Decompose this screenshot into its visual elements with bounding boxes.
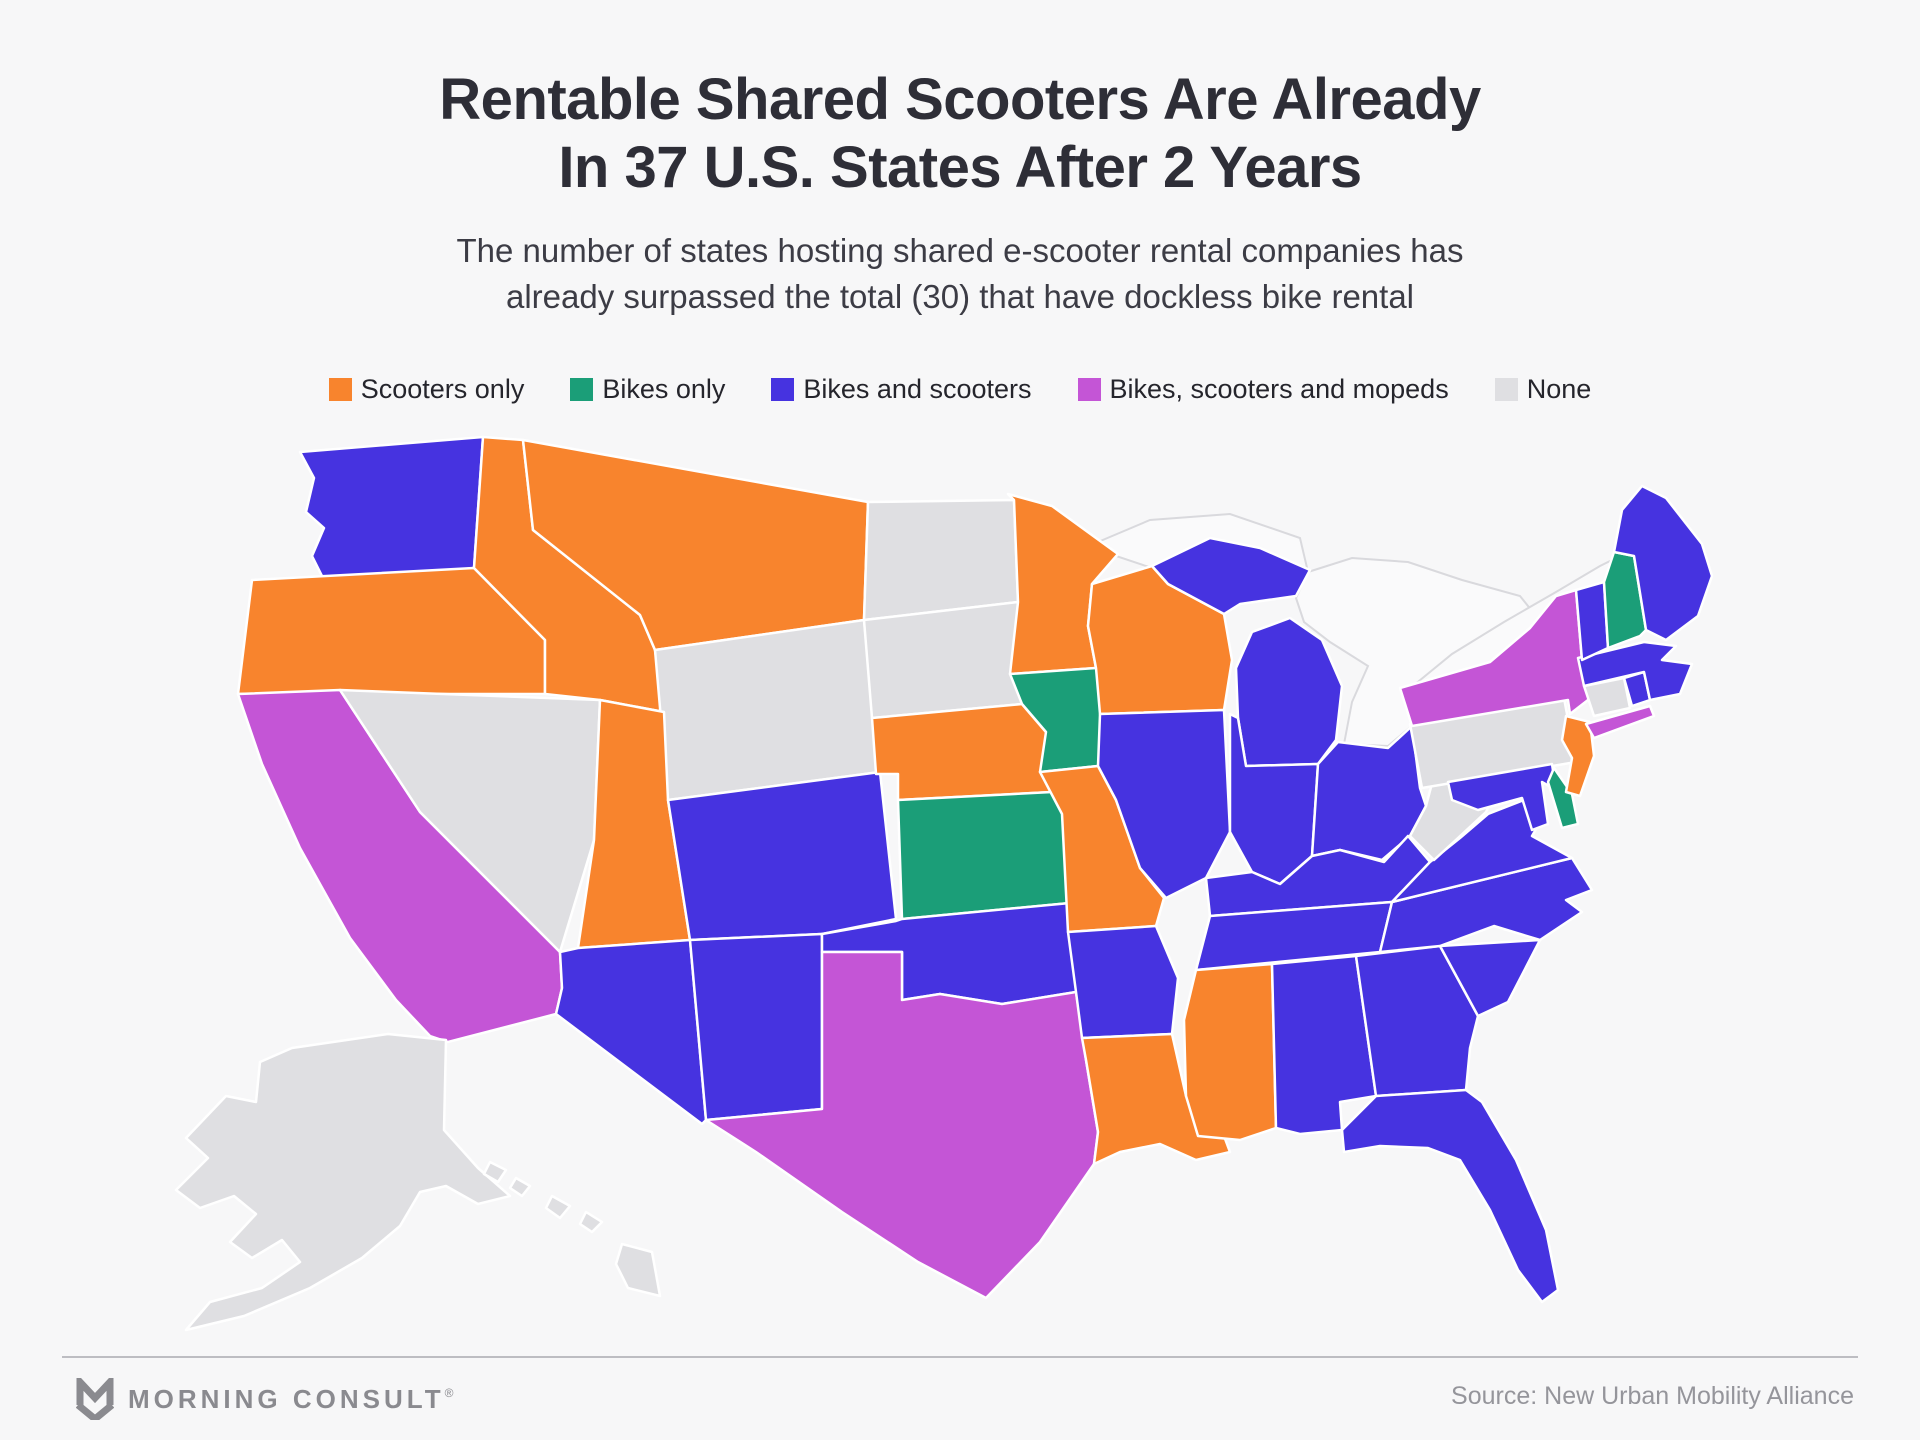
state-IL: Illinois	[1096, 708, 1232, 900]
state-AR: Arkansas	[1066, 924, 1180, 1040]
state-MI: Michigan	[1150, 536, 1312, 616]
state-ND: North Dakota	[862, 498, 1020, 622]
source-credit: Source: New Urban Mobility Alliance	[1451, 1382, 1854, 1410]
state-HI-part5: Hawaii	[614, 1242, 662, 1298]
legend-swatch-bikes_only	[570, 378, 594, 401]
morning-consult-logo-icon	[76, 1378, 114, 1420]
state-MA: Massachusetts	[1576, 640, 1694, 702]
legend-swatch-scooters_only	[328, 378, 352, 401]
states-layer: WashingtonOregonCaliforniaNevadaIdahoMon…	[174, 435, 1714, 1332]
legend: Scooters only Bikes only Bikes and scooter…	[0, 374, 1920, 405]
state-KS: Kansas	[896, 790, 1072, 921]
state-WY: Wyoming	[653, 618, 882, 802]
state-AZ: Arizona	[554, 938, 708, 1126]
state-HI-part4: Hawaii	[578, 1210, 604, 1234]
state-FL: Florida	[1340, 1088, 1560, 1304]
state-AK: Alaska	[174, 1032, 512, 1332]
state-HI-part3: Hawaii	[544, 1194, 572, 1220]
legend-item-bikes_scooters_mopeds: Bikes, scooters and mopeds	[1077, 374, 1449, 405]
legend-label-bikes_scooters_mopeds: Bikes, scooters and mopeds	[1109, 374, 1449, 404]
header: Rentable Shared Scooters Are Already In …	[0, 0, 1920, 320]
trademark-symbol: ®	[444, 1386, 454, 1400]
subtitle-line-1: The number of states hosting shared e-sc…	[456, 231, 1464, 269]
footer: MORNING CONSULT ® Source: New Urban Mobi…	[0, 1368, 1920, 1440]
state-NM: New Mexico	[688, 932, 824, 1122]
legend-swatch-none	[1494, 378, 1518, 401]
state-SC: South Carolina	[1438, 938, 1542, 1018]
legend-swatch-bikes_scooters	[771, 378, 795, 401]
title-line-1: Rentable Shared Scooters Are Already	[439, 67, 1481, 132]
legend-label-scooters_only: Scooters only	[360, 374, 525, 404]
state-LA: Louisiana	[1080, 1032, 1232, 1166]
state-HI: Hawaii	[482, 1160, 508, 1184]
chart-subtitle: The number of states hosting shared e-sc…	[0, 228, 1920, 320]
legend-item-none: None	[1494, 374, 1592, 405]
footer-divider	[62, 1356, 1858, 1358]
state-NV: Nevada	[338, 688, 602, 954]
state-WA: Washington	[298, 435, 485, 586]
brand-name: MORNING CONSULT	[128, 1383, 445, 1414]
legend-item-bikes_only: Bikes only	[570, 374, 725, 405]
state-MS: Mississippi	[1182, 962, 1278, 1142]
legend-label-bikes_scooters: Bikes and scooters	[803, 374, 1032, 404]
state-NE: Nebraska	[870, 702, 1054, 802]
state-HI-part2: Hawaii	[508, 1176, 532, 1198]
state-SD: South Dakota	[862, 600, 1024, 720]
state-NC: North Carolina	[1378, 856, 1594, 954]
state-NY-part2: New York	[1584, 704, 1656, 740]
morning-consult-logo: MORNING CONSULT ®	[76, 1378, 453, 1420]
legend-item-scooters_only: Scooters only	[328, 374, 525, 405]
state-VT: Vermont	[1574, 580, 1610, 662]
legend-swatch-bikes_scooters_mopeds	[1077, 378, 1101, 401]
legend-item-bikes_scooters: Bikes and scooters	[771, 374, 1032, 405]
legend-label-bikes_only: Bikes only	[602, 374, 726, 404]
legend-label-none: None	[1526, 374, 1592, 404]
state-ME: Maine	[1612, 484, 1714, 642]
chart-title: Rentable Shared Scooters Are Already In …	[0, 66, 1920, 202]
state-CO: Colorado	[666, 770, 898, 942]
subtitle-line-2: already surpassed the total (30) that ha…	[505, 277, 1414, 315]
title-line-2: In 37 U.S. States After 2 Years	[558, 134, 1362, 200]
